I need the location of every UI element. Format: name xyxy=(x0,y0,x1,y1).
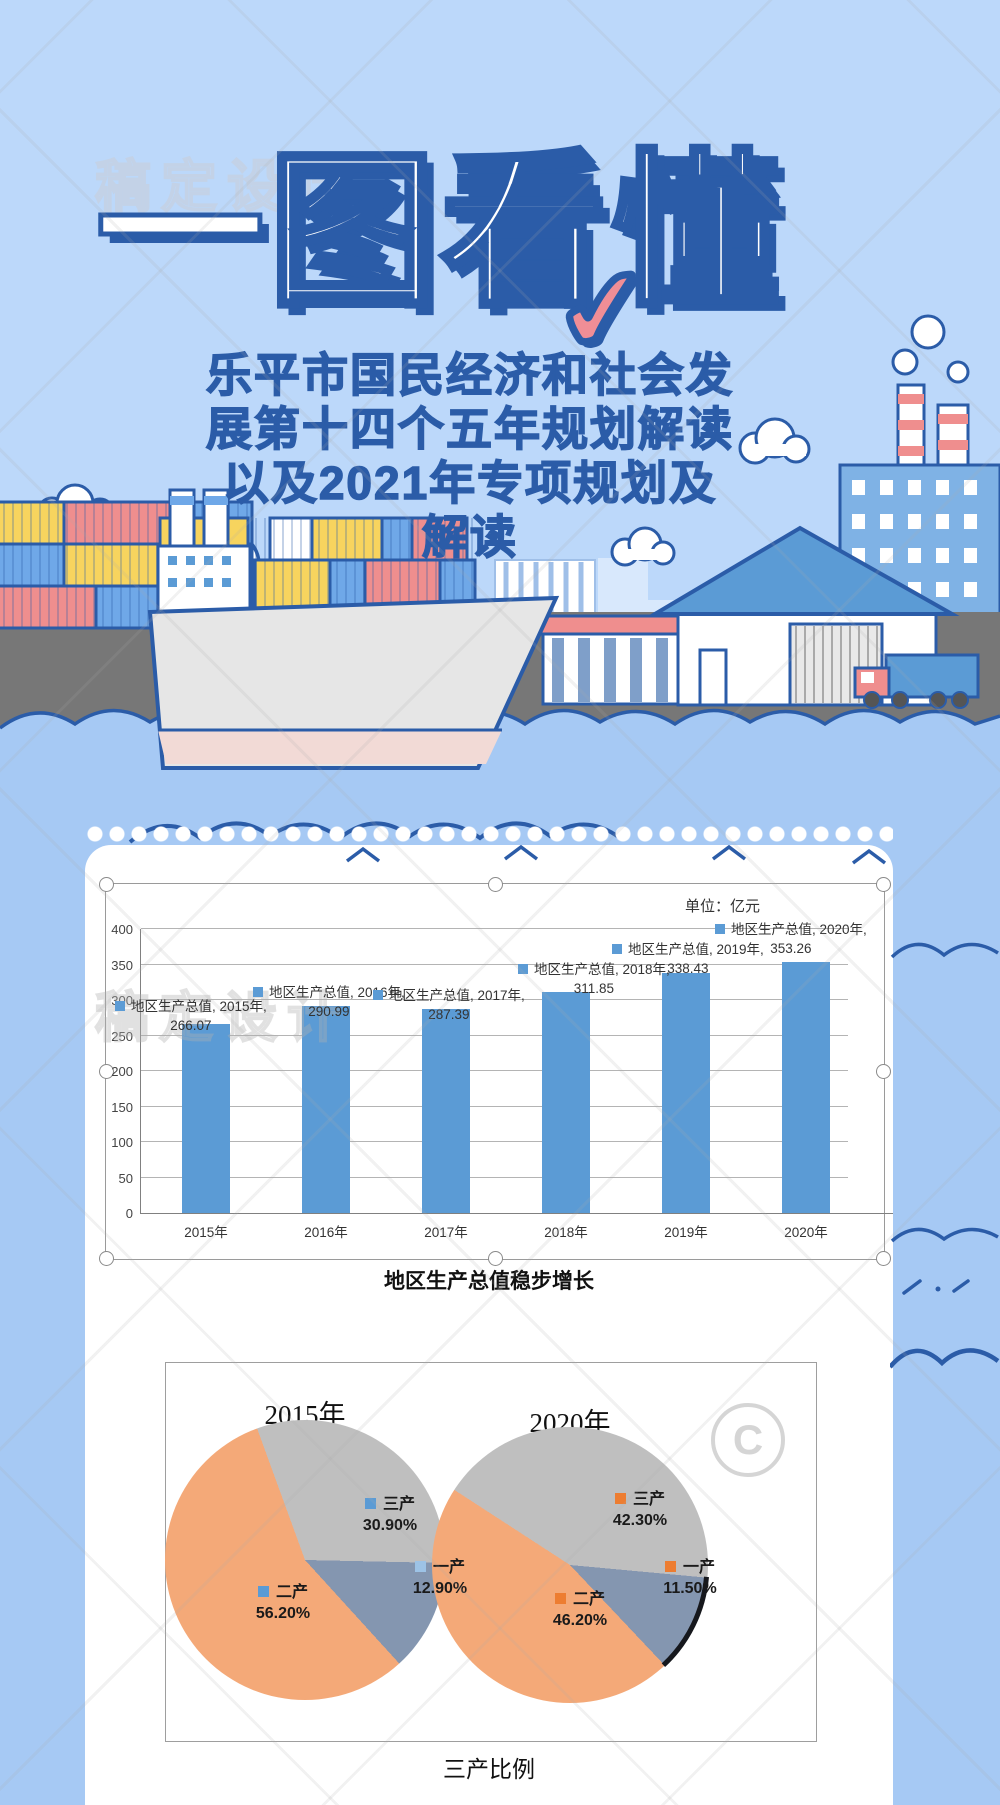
resize-handle-ne[interactable] xyxy=(876,877,891,892)
cloud-right xyxy=(738,417,811,465)
resize-handle-w[interactable] xyxy=(99,1064,114,1079)
data-label-2018年: 地区生产总值, 2018年, 311.85 xyxy=(518,958,670,996)
content-card: 稿定设计 单位：亿元 0501001502002503003504002015年… xyxy=(85,845,893,1805)
pie-marker-icon xyxy=(554,1593,566,1604)
y-tick-350: 350 xyxy=(111,957,133,973)
smoke xyxy=(891,314,970,384)
chart-selection-frame[interactable] xyxy=(99,877,891,1266)
data-label-2015年: 地区生产总值, 2015年, 266.07 xyxy=(115,995,267,1033)
data-label-2020年: 地区生产总值, 2020年, 353.26 xyxy=(715,918,867,956)
pie-marker-icon xyxy=(257,1586,269,1597)
ship-funnels xyxy=(168,488,230,548)
truck xyxy=(853,653,980,709)
pie-label-2020年-二产: 二产 46.20% xyxy=(552,1591,608,1629)
pie-label-2015年-三产: 三产 30.90% xyxy=(362,1496,418,1534)
y-tick-400: 400 xyxy=(111,922,133,937)
chimney-icon xyxy=(896,383,970,469)
data-label-2016年: 地区生产总值, 2016年, 290.99 xyxy=(253,981,405,1019)
cargo-ship xyxy=(147,488,560,770)
series-marker-icon xyxy=(715,924,725,934)
cloud-mid xyxy=(610,526,676,567)
x-label-2017年: 2017年 xyxy=(424,1225,468,1240)
series-marker-icon xyxy=(612,944,622,954)
bar-2017年[interactable] xyxy=(422,1008,470,1213)
subtitle-line-3: 以及2021年专项规划及 xyxy=(222,456,718,510)
copyright-watermark-icon: C xyxy=(711,1403,785,1477)
pie-2015[interactable] xyxy=(165,1420,445,1700)
resize-handle-se[interactable] xyxy=(876,1251,891,1266)
data-label-2017年: 地区生产总值, 2017年, 287.39 xyxy=(373,984,525,1022)
port-illustration xyxy=(0,0,1000,845)
resize-handle-n[interactable] xyxy=(488,877,503,892)
gridline-150 xyxy=(141,1105,848,1107)
resize-handle-nw[interactable] xyxy=(99,877,114,892)
unit-label: 单位：亿元 xyxy=(685,898,761,915)
bar-2020年[interactable] xyxy=(782,962,830,1213)
subtitle-line-4: 解读 xyxy=(421,510,518,564)
gridline-100 xyxy=(141,1141,848,1142)
watermark-brand: 稿定设计 xyxy=(94,154,359,219)
margin-waves xyxy=(890,942,1000,1369)
pie-chart-caption: 三产比例 xyxy=(443,1757,535,1782)
subtitle-line-2: 展第十四个五年规划解读 xyxy=(205,402,734,456)
gridline-250 xyxy=(141,1034,848,1036)
series-marker-icon xyxy=(253,987,263,997)
resize-handle-sw[interactable] xyxy=(99,1251,114,1266)
x-label-2019年: 2019年 xyxy=(664,1225,708,1240)
x-label-2020年: 2020年 xyxy=(784,1225,828,1240)
y-tick-150: 150 xyxy=(111,1099,133,1115)
bar-chart-plot[interactable]: 0501001502002503003504002015年2016年2017年2… xyxy=(111,922,893,1240)
gridline-300 xyxy=(141,999,848,1000)
shed-door xyxy=(698,648,728,707)
bar-2015年[interactable] xyxy=(182,1024,230,1213)
series-marker-icon xyxy=(373,990,383,1000)
bar-2019年[interactable] xyxy=(662,972,710,1213)
check-icon: ✔ xyxy=(546,240,660,381)
series-marker-icon xyxy=(115,1001,125,1011)
subtitle-line-1: 乐平市国民经济和社会发 xyxy=(205,348,734,402)
gridline-350 xyxy=(141,963,848,965)
pie-label-2015年-二产: 二产 56.20% xyxy=(255,1584,311,1622)
resize-handle-s[interactable] xyxy=(488,1251,503,1266)
series-marker-icon xyxy=(518,964,528,974)
pie-marker-icon xyxy=(614,1493,626,1504)
pie-label-2020年-三产: 三产 42.30% xyxy=(612,1491,668,1529)
x-label-2018年: 2018年 xyxy=(544,1225,588,1240)
page-title: 一图看懂 xyxy=(94,138,784,326)
y-tick-100: 100 xyxy=(111,1135,133,1150)
bar-2018年[interactable] xyxy=(542,991,590,1213)
x-label-2016年: 2016年 xyxy=(304,1225,348,1240)
gridline-200 xyxy=(141,1070,848,1071)
y-tick-50: 50 xyxy=(118,1170,133,1186)
gridline-50 xyxy=(141,1176,848,1178)
y-tick-250: 250 xyxy=(111,1028,133,1044)
card-dotted-edge xyxy=(85,820,893,848)
data-label-2019年: 地区生产总值, 2019年, 338.43 xyxy=(612,938,764,976)
gridline-400 xyxy=(141,928,848,929)
pie-marker-icon xyxy=(364,1498,376,1509)
pie-marker-icon xyxy=(414,1561,426,1572)
y-tick-200: 200 xyxy=(111,1064,133,1079)
bar-2016年[interactable] xyxy=(302,1006,350,1213)
pie-label-2015年-一产: 一产 12.90% xyxy=(412,1559,468,1597)
page-subtitle: 乐平市国民经济和社会发 展第十四个五年规划解读 以及2021年专项规划及 解读 xyxy=(130,348,810,564)
bar-chart-caption: 地区生产总值稳步增长 xyxy=(384,1269,594,1293)
resize-handle-e[interactable] xyxy=(876,1064,891,1079)
pie-marker-icon xyxy=(664,1561,676,1572)
watermark-brand-2: 稿定设计 xyxy=(94,987,351,1049)
x-label-2015年: 2015年 xyxy=(184,1225,228,1240)
y-tick-0: 0 xyxy=(125,1206,133,1221)
